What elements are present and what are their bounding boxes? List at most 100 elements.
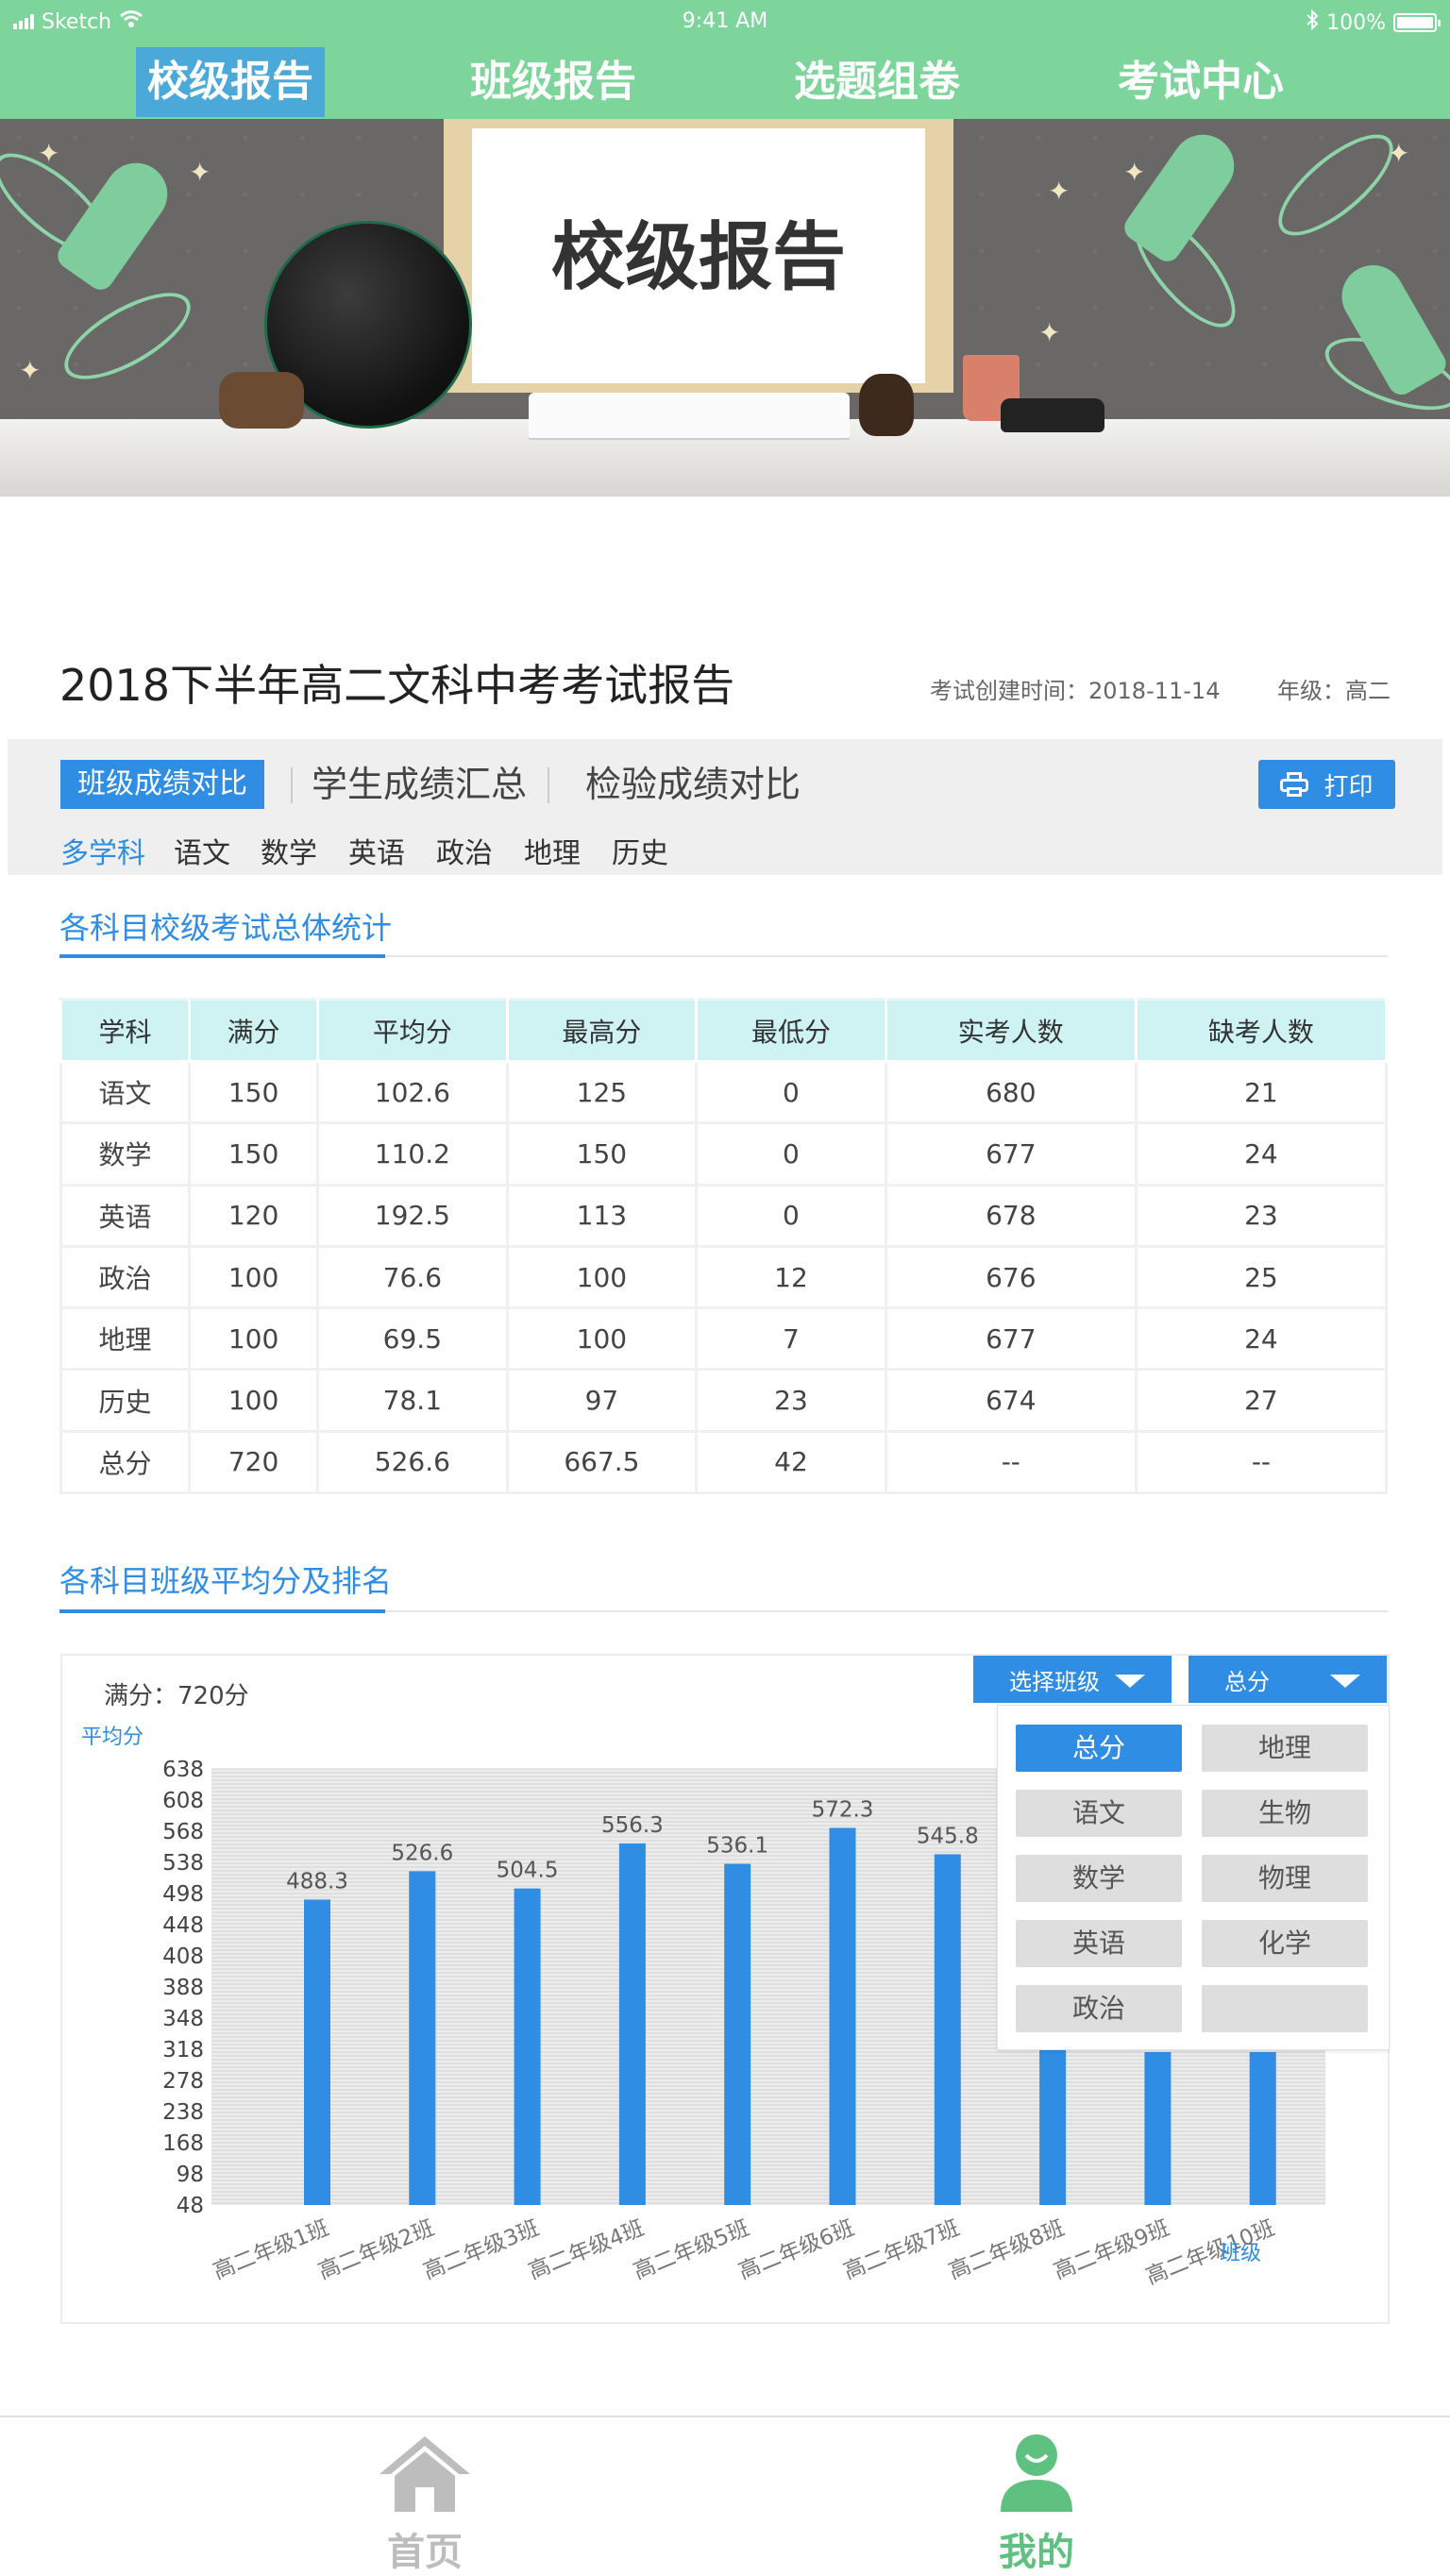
y-tick-label: 388 xyxy=(162,1976,204,2000)
full-mark-label: 满分：720分 xyxy=(104,1682,249,1710)
table-cell: 24 xyxy=(1134,1306,1389,1372)
dropdown-option-biology[interactable]: 生物 xyxy=(1202,1790,1368,1837)
dropdown-option-empty[interactable] xyxy=(1202,1985,1368,2032)
star-icon: ✦ xyxy=(1388,138,1410,169)
table-row: 总分 720 526.6 667.5 42 -- -- xyxy=(59,1429,1389,1495)
wifi-icon xyxy=(119,9,143,34)
subject-filter-chinese[interactable]: 语文 xyxy=(174,837,230,870)
section-underline xyxy=(59,1609,1388,1613)
star-icon: ✦ xyxy=(189,157,211,188)
tab-student-summary[interactable]: 学生成绩汇总 xyxy=(312,764,528,805)
tab-divider xyxy=(291,767,293,803)
tab-exam-center[interactable]: 考试中心 xyxy=(1118,58,1284,106)
y-tick-label: 638 xyxy=(162,1758,204,1782)
print-button[interactable]: 打印 xyxy=(1258,760,1395,809)
banner: ✦ ✦ ✦ ✦ ✦ ✦ ✦ 校级报告 xyxy=(0,119,1450,497)
table-cell: 680 xyxy=(884,1059,1138,1125)
dropdown-option-geography[interactable]: 地理 xyxy=(1202,1725,1368,1772)
subject-filter-politics[interactable]: 政治 xyxy=(436,837,493,870)
section-title-class-average: 各科目班级平均分及排名 xyxy=(59,1563,393,1599)
subject-filter-all[interactable]: 多学科 xyxy=(60,837,145,870)
star-icon: ✦ xyxy=(1038,317,1061,348)
table-cell: 150 xyxy=(505,1121,699,1187)
x-tick-label: 高二年级1班 xyxy=(210,2215,332,2284)
print-label: 打印 xyxy=(1324,772,1374,801)
table-cell: 数学 xyxy=(59,1121,192,1187)
bar xyxy=(304,1899,330,2205)
bottom-tab-mine[interactable]: 我的 xyxy=(942,2433,1131,2576)
subject-filter-math[interactable]: 数学 xyxy=(261,837,317,870)
table-header-cell: 满分 xyxy=(188,998,320,1063)
bar-data-label: 556.3 xyxy=(601,1813,664,1838)
x-tick-label: 高二年级2班 xyxy=(315,2215,438,2284)
y-tick-label: 538 xyxy=(162,1851,204,1876)
subject-dropdown-label: 总分 xyxy=(1224,1668,1270,1695)
table-cell: 100 xyxy=(505,1306,699,1372)
x-axis-ticks: 高二年级1班高二年级2班高二年级3班高二年级4班高二年级5班高二年级6班高二年级… xyxy=(210,2215,1278,2289)
stats-table: 学科 满分 平均分 最高分 最低分 实考人数 缺考人数 语文 150 102.6 12… xyxy=(59,998,1389,1495)
tab-class-comparison[interactable]: 班级成绩对比 xyxy=(60,760,264,809)
table-cell: 97 xyxy=(505,1368,699,1433)
tab-class-report[interactable]: 班级报告 xyxy=(470,58,636,106)
x-tick-label: 高二年级6班 xyxy=(735,2215,858,2284)
banner-title: 校级报告 xyxy=(550,215,846,300)
subject-dropdown[interactable]: 总分 xyxy=(1189,1656,1387,1703)
bottom-tab-home[interactable]: 首页 xyxy=(330,2433,519,2576)
carrier-label: Sketch xyxy=(42,9,112,34)
top-nav: 校级报告 班级报告 选题组卷 考试中心 xyxy=(0,45,1450,119)
top-bar: Sketch 9:41 AM 100% 校级报告 班级报告 选题组卷 考试中心 xyxy=(0,0,1450,119)
star-icon: ✦ xyxy=(1123,157,1146,188)
report-created-date: 考试创建时间：2018-11-14 xyxy=(930,678,1221,704)
report-title: 2018下半年高二文科中考考试报告 xyxy=(59,660,735,711)
dropdown-option-math[interactable]: 数学 xyxy=(1016,1855,1182,1902)
tab-question-builder[interactable]: 选题组卷 xyxy=(794,58,960,106)
y-tick-label: 168 xyxy=(162,2131,204,2156)
dropdown-option-total[interactable]: 总分 xyxy=(1016,1725,1182,1772)
printer-icon xyxy=(1280,772,1309,797)
bottom-tab-home-label: 首页 xyxy=(387,2531,463,2574)
bar-data-label: 536.1 xyxy=(706,1834,768,1859)
table-cell: 678 xyxy=(884,1183,1138,1248)
bar-data-label: 504.5 xyxy=(497,1859,559,1883)
table-row: 地理 100 69.5 100 7 677 24 xyxy=(59,1306,1389,1372)
table-cell: 69.5 xyxy=(316,1306,509,1372)
subject-filter-history[interactable]: 历史 xyxy=(612,837,668,870)
pinecone-decoration xyxy=(859,374,914,436)
star-icon: ✦ xyxy=(19,355,42,386)
table-cell: 语文 xyxy=(59,1059,192,1125)
dropdown-option-chemistry[interactable]: 化学 xyxy=(1202,1920,1368,1967)
bar xyxy=(409,1871,436,2205)
x-tick-label: 高二年级5班 xyxy=(631,2215,753,2284)
y-tick-label: 498 xyxy=(162,1882,204,1907)
toy-car-decoration xyxy=(1001,398,1104,432)
table-cell: 12 xyxy=(695,1244,887,1310)
table-cell: 120 xyxy=(188,1183,320,1248)
y-tick-label: 448 xyxy=(162,1913,204,1938)
x-tick-label: 高二年级8班 xyxy=(945,2215,1068,2284)
subject-filter-english[interactable]: 英语 xyxy=(348,837,405,870)
user-icon xyxy=(997,2434,1076,2517)
report-filter-bar: 班级成绩对比 学生成绩汇总 检验成绩对比 打印 多学科 语文 数学 英语 政治 … xyxy=(8,739,1442,875)
tab-test-comparison[interactable]: 检验成绩对比 xyxy=(585,764,801,805)
battery-percent: 100% xyxy=(1326,10,1386,35)
select-class-dropdown[interactable]: 选择班级 xyxy=(973,1656,1172,1703)
tab-school-report[interactable]: 校级报告 xyxy=(136,47,325,117)
table-cell: 0 xyxy=(695,1059,887,1125)
open-book-decoration xyxy=(529,393,850,438)
y-tick-label: 98 xyxy=(177,2163,204,2187)
x-tick-label: 高二年级7班 xyxy=(840,2215,963,2284)
table-cell: 地理 xyxy=(59,1306,192,1372)
table-row: 历史 100 78.1 97 23 674 27 xyxy=(59,1368,1389,1433)
bar-data-label: 545.8 xyxy=(917,1824,979,1848)
status-bar: Sketch 9:41 AM 100% xyxy=(0,0,1450,45)
y-tick-label: 408 xyxy=(162,1945,204,1969)
bar xyxy=(1249,2052,1276,2205)
dropdown-option-politics[interactable]: 政治 xyxy=(1016,1985,1182,2032)
report-grade: 年级：高二 xyxy=(1277,678,1391,704)
subject-filter-geography[interactable]: 地理 xyxy=(524,837,581,870)
dropdown-option-chinese[interactable]: 语文 xyxy=(1016,1790,1182,1837)
bar xyxy=(724,1863,751,2205)
bar xyxy=(514,1888,541,2205)
dropdown-option-english[interactable]: 英语 xyxy=(1016,1920,1182,1967)
dropdown-option-physics[interactable]: 物理 xyxy=(1202,1855,1368,1902)
